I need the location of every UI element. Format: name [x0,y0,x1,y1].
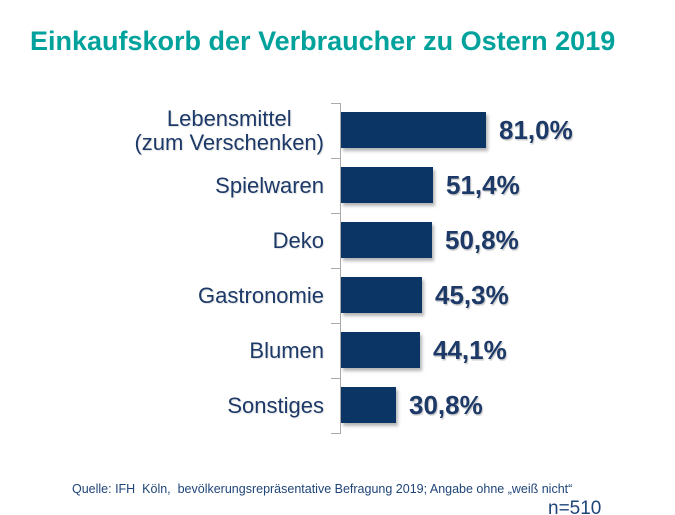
category-label: Spielwaren [215,172,324,198]
bar [341,387,396,423]
chart-row: Spielwaren 51,4% [0,158,675,213]
value-label: 50,8% [445,225,519,255]
axis-tick [331,268,341,269]
bar [341,332,420,368]
category-label: Sonstiges [227,392,324,418]
bar [341,277,422,313]
category-label: Gastronomie [198,282,324,308]
chart-row: Blumen 44,1% [0,323,675,378]
value-label: 81,0% [499,115,573,145]
value-label: 51,4% [446,170,520,200]
category-label: Deko [272,227,324,253]
category-label: Lebensmittel (zum Verschenken) [134,106,324,155]
chart-row: Lebensmittel (zum Verschenken) 81,0% [0,103,675,158]
category-label: Blumen [249,337,324,363]
axis-tick [331,213,341,214]
bar [341,112,486,148]
value-label: 30,8% [409,390,483,420]
axis-tick [331,378,341,379]
source-note: Quelle: IFH Köln, bevölkerungsrepräsenta… [72,482,573,496]
axis-tick [331,433,341,434]
value-label: 44,1% [433,335,507,365]
bar-chart: Lebensmittel (zum Verschenken) 81,0% Spiel… [0,103,675,515]
sample-size-note: n=510 [548,497,602,515]
bar [341,167,433,203]
axis-tick [331,103,341,104]
value-label: 45,3% [435,280,509,310]
bar [341,222,432,258]
chart-row: Sonstiges 30,8% [0,378,675,433]
axis-tick [331,323,341,324]
chart-title: Einkaufskorb der Verbraucher zu Ostern 2… [30,26,616,56]
chart-row: Deko 50,8% [0,213,675,268]
chart-row: Gastronomie 45,3% [0,268,675,323]
axis-tick [331,158,341,159]
